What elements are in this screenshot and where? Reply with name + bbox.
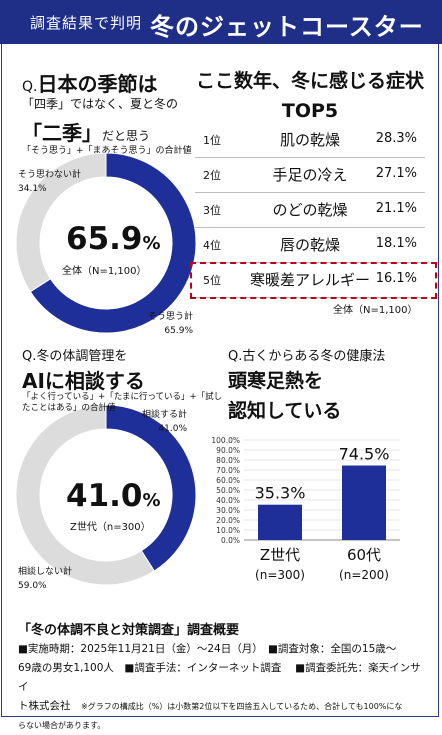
kanzu-headline: 頭寒足熱を 認知している [228, 370, 342, 422]
seasons-center-value: 65.9% [66, 221, 161, 257]
ranking-row: 4位 唇の乾燥 18.1% [195, 227, 425, 263]
seasons-donut [15, 152, 197, 334]
ranking-symptom: 手足の冷え [272, 166, 348, 184]
ranking-pct: 16.1% [375, 271, 417, 286]
ranking-rank: 3位 [203, 204, 221, 217]
y-tick-label: 100.0% [211, 436, 240, 445]
y-tick-label: 20.0% [216, 516, 240, 525]
ranking-pct: 18.1% [375, 236, 417, 251]
ranking-rank: 4位 [203, 239, 221, 252]
ranking-symptom: 寒暖差アレルギー [249, 271, 370, 289]
header-banner: 調査結果で判明 冬のジェットコースター不調 [0, 0, 442, 76]
seasons-question: Q.日本の季節は [22, 72, 158, 96]
seasons-line1: 「四季」ではなく、夏と冬の [22, 97, 179, 111]
y-tick-label: 40.0% [216, 496, 240, 505]
x-category-base: (n=300) [255, 568, 305, 582]
ai-center-value: 41.0% [66, 478, 161, 514]
seasons-no-label: そう思わない計 34.1% [18, 170, 82, 194]
y-tick-label: 70.0% [216, 466, 240, 475]
y-tick-label: 60.0% [216, 476, 240, 485]
ai-question: Q.冬の体調管理を [22, 349, 128, 364]
bar [342, 465, 386, 540]
ai-note: 「よく行っている」+「たまに行っている」+「試し たことはある」の合計値 [22, 392, 223, 413]
summary-text: ■実施時期：2025年11月21日（金）～24日（月） ■調査対象：全国の15歳… [18, 643, 421, 730]
ranking-rank: 5位 [203, 274, 221, 287]
ranking-symptom: 唇の乾燥 [279, 236, 340, 254]
bar-value-label: 74.5% [339, 445, 390, 464]
ai-no-label: 相談しない計 59.0% [18, 567, 73, 591]
y-tick-label: 50.0% [216, 486, 240, 495]
ranking-title: ここ数年、冬に感じる症状 TOP5 [195, 70, 424, 122]
y-tick-label: 0.0% [221, 536, 240, 545]
y-tick-label: 30.0% [216, 506, 240, 515]
ai-donut [15, 404, 197, 586]
ranking-pct: 21.1% [375, 201, 417, 216]
ranking-rank: 2位 [203, 169, 221, 182]
summary-title: 「冬の体調不良と対策調査」調査概要 [18, 623, 240, 638]
ai-headline: AIに相談する [22, 369, 145, 393]
seasons-base: 全体（N=1,100） [62, 266, 147, 277]
x-category-base: (n=200) [339, 568, 389, 582]
header-title: 冬のジェットコースター不調 [150, 13, 424, 76]
y-tick-label: 10.0% [216, 526, 240, 535]
seasons-note: 「そう思う」+「まあそう思う」の合計値 [22, 146, 192, 156]
seasons-line2: 「二季」だと思う [22, 121, 151, 145]
donut-slice-no [15, 404, 155, 586]
donut-slice-yes [29, 152, 197, 334]
ranking-row: 1位 肌の乾燥 28.3% [195, 122, 425, 158]
ranking-symptom: のどの乾燥 [272, 201, 348, 219]
ranking-symptom: 肌の乾燥 [279, 131, 340, 149]
ranking-row: 2位 手足の冷え 27.1% [195, 157, 425, 193]
header-subtitle: 調査結果で判明 [30, 14, 143, 32]
kanzu-bar-chart: 0.0%10.0%20.0%30.0%40.0%50.0%60.0%70.0%8… [211, 436, 400, 582]
ranking-row: 3位 のどの乾燥 21.1% [195, 192, 425, 228]
ranking-pct: 27.1% [375, 166, 417, 181]
y-tick-label: 90.0% [216, 446, 240, 455]
ai-base: Z世代（n=300） [70, 522, 151, 533]
x-category-label: Z世代 [260, 546, 300, 564]
donut-charts-svg: 0.0%10.0%20.0%30.0%40.0%50.0%60.0%70.0%8… [15, 152, 400, 586]
y-tick-label: 80.0% [216, 456, 240, 465]
x-category-label: 60代 [347, 546, 381, 564]
ranking-base: 全体（N=1,100） [333, 305, 418, 316]
bar-value-label: 35.3% [255, 484, 306, 503]
ranking-rank: 1位 [203, 134, 221, 147]
donut-slice-no [15, 152, 107, 293]
bar [258, 504, 302, 540]
kanzu-question: Q.古くからある冬の健康法 [228, 349, 386, 364]
ai-yes-label: 相談する計 41.0% [142, 410, 188, 434]
ranking-pct: 28.3% [375, 131, 417, 146]
rank5-highlight-box [190, 262, 437, 299]
seasons-yes-label: そう思う計 65.9% [148, 312, 194, 336]
